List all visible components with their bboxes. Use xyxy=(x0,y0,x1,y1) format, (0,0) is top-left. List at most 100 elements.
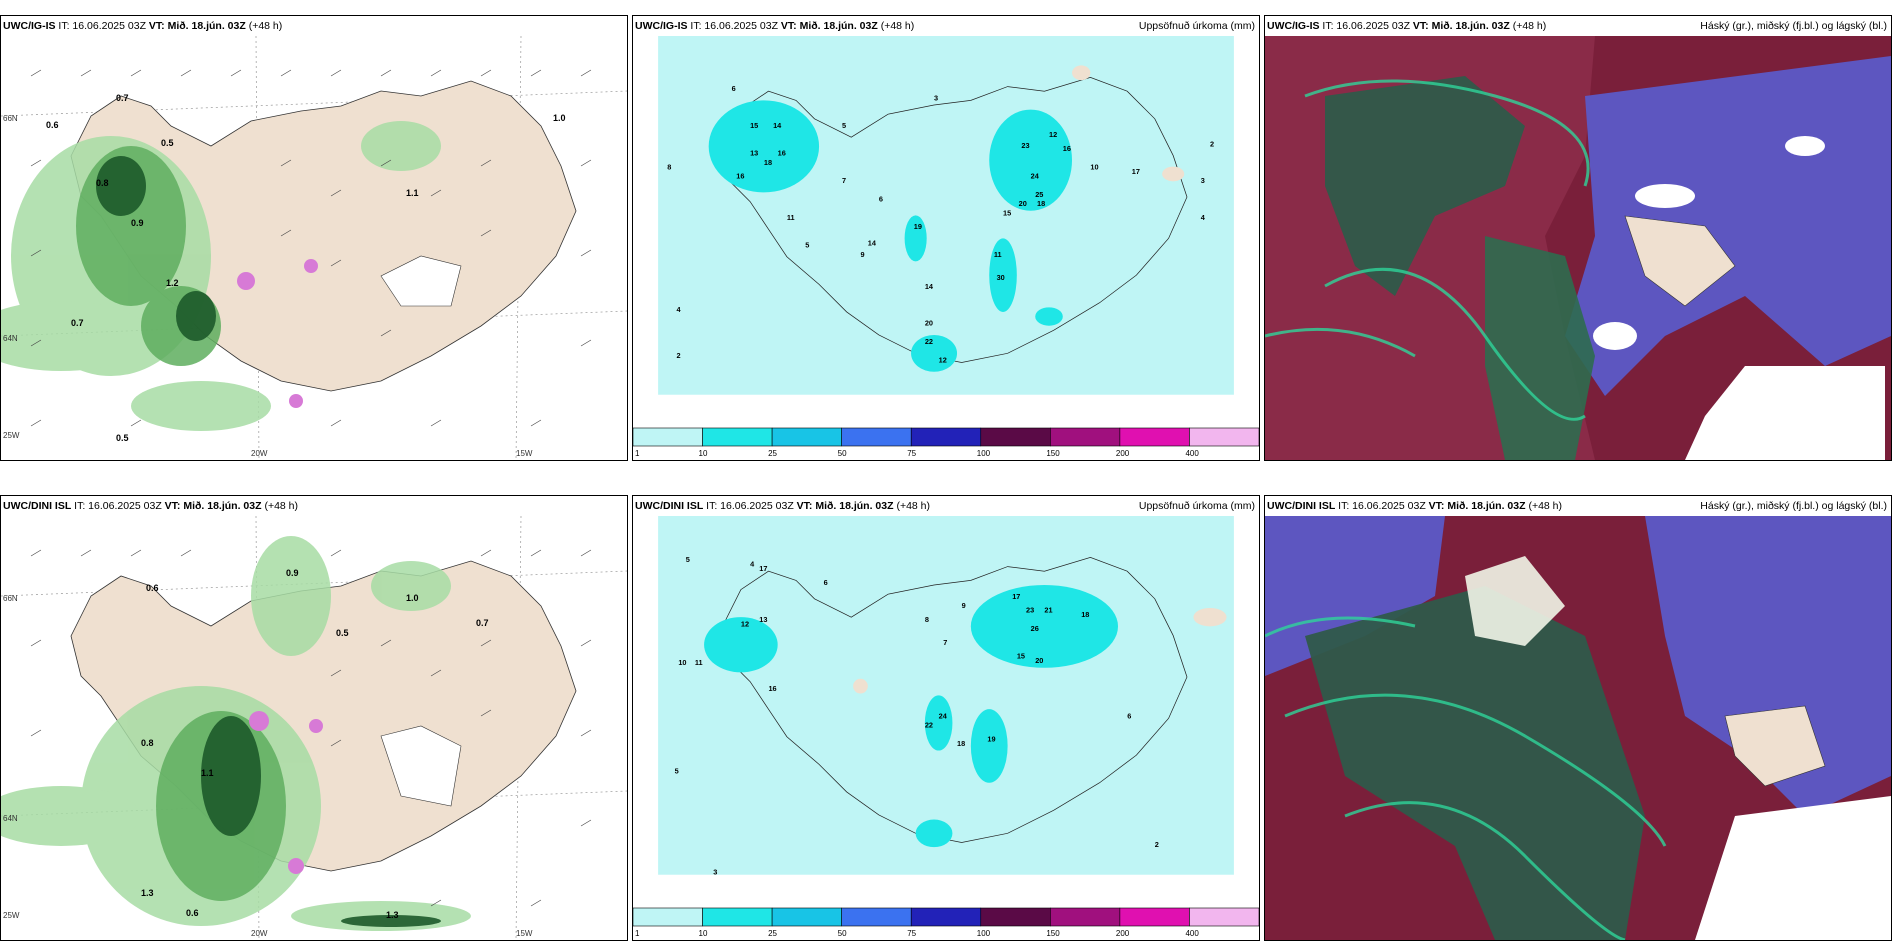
colorbar-swatch xyxy=(1189,907,1259,927)
colorbar-label: 10 xyxy=(699,929,708,938)
precip-value: 6 xyxy=(879,195,883,204)
precip-value: 10 xyxy=(1090,162,1098,171)
wind-value: 0.5 xyxy=(116,433,129,443)
colorbar: 1 10 25 50 75 100 150 200 400 xyxy=(633,906,1259,940)
precip-value: 23 xyxy=(1026,606,1034,615)
panel-title: Háský (gr.), miðský (fj.bl.) og lágský (… xyxy=(1700,20,1887,32)
colorbar-label: 200 xyxy=(1116,449,1130,458)
lon-label-20w: 20W xyxy=(251,449,268,458)
precip-value: 7 xyxy=(842,176,846,185)
precip-value: 18 xyxy=(1081,610,1089,619)
valid-time: VT: Mið. 18.jún. 03Z xyxy=(1428,500,1526,512)
precip-value: 16 xyxy=(768,684,776,693)
wind-value: 0.7 xyxy=(71,318,84,328)
colorbar-swatch xyxy=(841,907,912,927)
colorbar-label: 50 xyxy=(838,449,847,458)
wind-value: 1.3 xyxy=(141,888,154,898)
precip-value: 15 xyxy=(750,121,758,130)
colorbar-label: 100 xyxy=(977,449,991,458)
valid-time: VT: Mið. 18.jún. 03Z xyxy=(780,20,878,32)
panel-igis-precip: UWC/IG-IS IT: 16.06.2025 03Z VT: Mið. 18… xyxy=(632,15,1260,461)
colorbar-swatch xyxy=(1050,427,1121,447)
precip-value: 15 xyxy=(1017,652,1025,661)
panel-header: UWC/IG-IS IT: 16.06.2025 03Z VT: Mið. 18… xyxy=(1,16,627,36)
precip-value: 16 xyxy=(1063,144,1071,153)
colorbar-swatch xyxy=(980,427,1051,447)
init-time: IT: 16.06.2025 03Z xyxy=(58,20,146,32)
precip-value: 4 xyxy=(676,305,681,314)
precip-value: 11 xyxy=(695,658,703,667)
precip-value: 23 xyxy=(1021,141,1029,150)
colorbar-label: 75 xyxy=(907,449,916,458)
lon-label-25w: 25W xyxy=(3,911,20,920)
panel-igis-wind: UWC/IG-IS IT: 16.06.2025 03Z VT: Mið. 18… xyxy=(0,15,628,461)
colorbar-swatch xyxy=(633,907,703,927)
wind-value: 1.3 xyxy=(386,910,399,920)
precip-value: 18 xyxy=(957,739,965,748)
wind-value: 0.6 xyxy=(146,583,159,593)
lat-label-64n: 64N xyxy=(3,334,18,343)
model-name: UWC/DINI ISL xyxy=(635,500,704,512)
precip-value: 24 xyxy=(1031,172,1040,181)
precip-value: 10 xyxy=(678,658,686,667)
map-accum-precip: 8 6 5 3 2 4 16 15 14 13 16 18 11 23 24 2… xyxy=(658,36,1234,395)
lead-time: (+48 h) xyxy=(880,20,915,32)
model-name: UWC/DINI ISL xyxy=(3,500,72,512)
precip-value: 5 xyxy=(842,121,846,130)
precip-value: 5 xyxy=(675,767,679,776)
panel-dini-precip: UWC/DINI ISL IT: 16.06.2025 03Z VT: Mið.… xyxy=(632,495,1260,941)
model-name: UWC/IG-IS xyxy=(3,20,56,32)
colorbar-label: 100 xyxy=(977,929,991,938)
precip-value: 16 xyxy=(778,149,786,158)
init-time: IT: 16.06.2025 03Z xyxy=(690,20,778,32)
init-time: IT: 16.06.2025 03Z xyxy=(1322,20,1410,32)
precip-value: 16 xyxy=(736,172,744,181)
precip-value: 3 xyxy=(1201,176,1205,185)
colorbar-label: 50 xyxy=(838,929,847,938)
colorbar-swatch xyxy=(910,907,982,927)
colorbar-label: 1 xyxy=(635,929,640,938)
precip-value: 4 xyxy=(1201,213,1206,222)
panel-dini-clouds: UWC/DINI ISL IT: 16.06.2025 03Z VT: Mið.… xyxy=(1264,495,1892,941)
lon-label-15w: 15W xyxy=(516,449,533,458)
precip-value: 22 xyxy=(925,337,933,346)
precip-value: 17 xyxy=(759,564,767,573)
precip-value: 24 xyxy=(939,711,948,720)
colorbar: 1 10 25 50 75 100 150 200 400 xyxy=(633,426,1259,460)
lon-label-20w: 20W xyxy=(251,929,268,938)
precip-value: 2 xyxy=(676,351,680,360)
precip-value: 13 xyxy=(759,615,767,624)
wind-value: 0.5 xyxy=(336,628,349,638)
colorbar-label: 150 xyxy=(1046,449,1060,458)
init-time: IT: 16.06.2025 03Z xyxy=(1338,500,1426,512)
precip-value: 6 xyxy=(732,84,736,93)
colorbar-swatch xyxy=(1119,427,1190,447)
precip-value: 12 xyxy=(1049,130,1057,139)
precip-value: 13 xyxy=(750,149,758,158)
wind-value: 0.8 xyxy=(96,178,109,188)
wind-value: 0.8 xyxy=(141,738,154,748)
precip-value: 20 xyxy=(1035,656,1043,665)
precip-value: 20 xyxy=(925,319,933,328)
lon-label-25w: 25W xyxy=(3,431,20,440)
precip-value: 19 xyxy=(914,222,922,231)
model-name: UWC/DINI ISL xyxy=(1267,500,1336,512)
colorbar-label: 25 xyxy=(768,449,777,458)
wind-value: 0.6 xyxy=(46,120,59,130)
map-wind-precip: 66N 64N 25W 20W 15W 0.7 0.6 0.5 1.0 0.8 … xyxy=(1,36,627,460)
precip-value: 25 xyxy=(1035,190,1043,199)
colorbar-label: 1 xyxy=(635,449,640,458)
colorbar-swatch xyxy=(771,907,842,927)
precip-value: 14 xyxy=(925,282,934,291)
wind-value: 1.0 xyxy=(553,113,566,123)
precip-value: 8 xyxy=(925,615,929,624)
precip-value: 20 xyxy=(1019,199,1027,208)
init-time: IT: 16.06.2025 03Z xyxy=(706,500,794,512)
map-wind-precip: 66N 64N 25W 20W 15W 0.9 0.6 1.0 0.7 0.5 … xyxy=(1,516,627,940)
lead-time: (+48 h) xyxy=(264,500,299,512)
precip-value: 21 xyxy=(1044,606,1052,615)
colorbar-label: 400 xyxy=(1185,929,1199,938)
lat-label-66n: 66N xyxy=(3,114,18,123)
map-accum-precip: 5 4 6 12 13 17 11 10 16 17 21 23 26 18 2… xyxy=(658,516,1234,877)
precip-value: 11 xyxy=(994,250,1002,259)
